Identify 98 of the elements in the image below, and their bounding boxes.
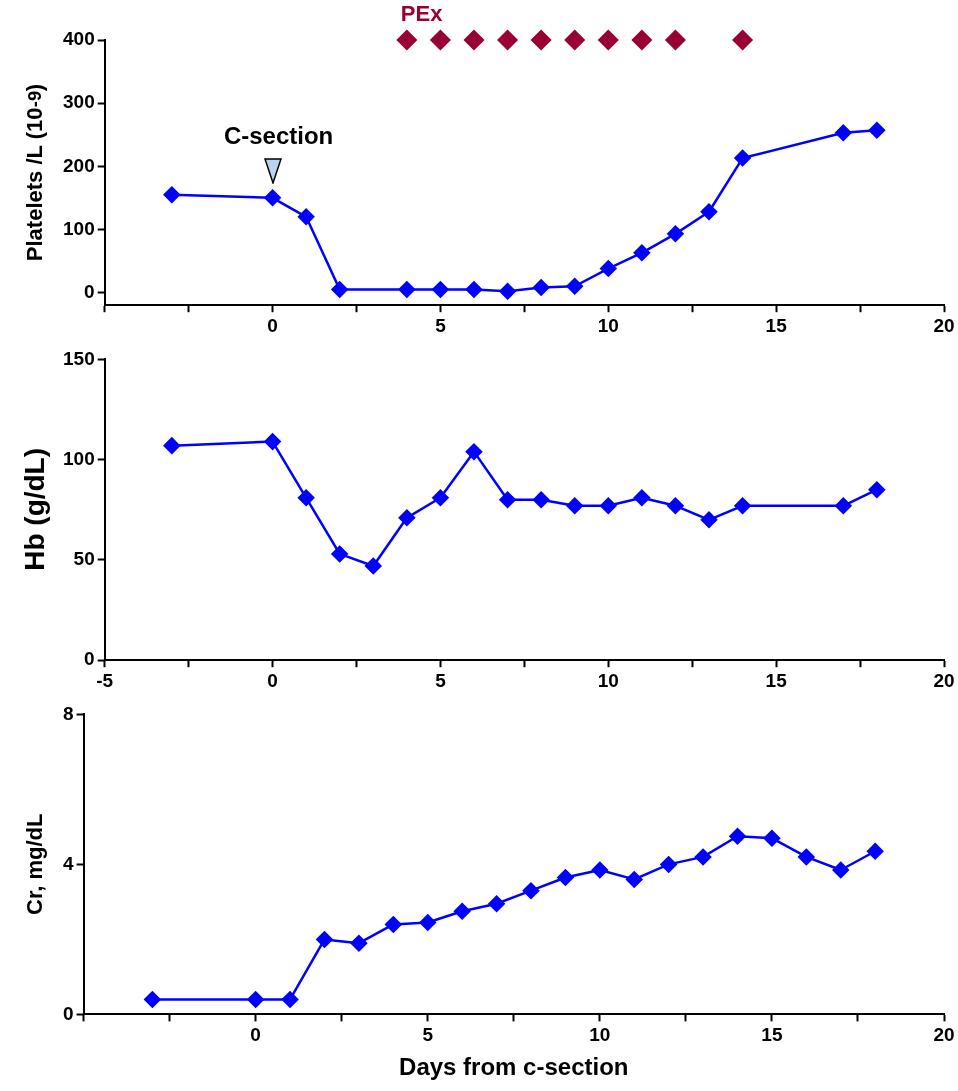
x-tick-label: 5 xyxy=(435,669,447,691)
point xyxy=(350,934,368,952)
point xyxy=(733,30,753,50)
x-tick-label: 5 xyxy=(422,1024,434,1046)
point xyxy=(832,861,849,879)
point xyxy=(163,186,181,203)
point xyxy=(385,916,402,933)
x-tick-label: 15 xyxy=(765,669,788,691)
point xyxy=(566,278,583,295)
point xyxy=(264,189,281,207)
point xyxy=(532,491,550,509)
point xyxy=(591,861,609,879)
x-tick-label: 15 xyxy=(765,314,788,336)
point xyxy=(397,30,417,50)
annotation: C-section xyxy=(223,122,334,150)
point xyxy=(632,30,652,50)
y-tick-label: 300 xyxy=(63,91,95,113)
y-tick-label: 0 xyxy=(84,648,95,670)
y-axis-title: Cr, mg/dL xyxy=(21,812,48,918)
point xyxy=(465,281,483,298)
x-tick-label: 0 xyxy=(267,314,278,336)
point xyxy=(499,491,516,509)
point xyxy=(316,931,333,948)
point xyxy=(430,30,450,50)
y-tick-label: 100 xyxy=(63,217,95,239)
point xyxy=(281,991,299,1008)
point xyxy=(866,843,884,860)
point xyxy=(398,509,416,527)
y-tick-label: 100 xyxy=(63,447,95,469)
y-tick-label: 50 xyxy=(73,548,95,570)
y-tick-label: 0 xyxy=(84,280,95,302)
x-tick-label: 20 xyxy=(933,314,955,336)
point xyxy=(667,225,684,243)
point xyxy=(522,882,540,899)
y-tick-label: 150 xyxy=(63,347,95,369)
point xyxy=(694,848,712,866)
x-tick-label: 20 xyxy=(933,1024,955,1046)
point xyxy=(835,497,852,515)
point xyxy=(532,279,550,296)
point xyxy=(465,443,483,460)
point xyxy=(264,433,281,450)
x-tick-label: 10 xyxy=(597,669,619,691)
point xyxy=(453,903,471,920)
point xyxy=(432,281,449,298)
point xyxy=(600,497,617,515)
x-tick-label: -5 xyxy=(96,669,114,691)
point xyxy=(419,914,436,931)
point xyxy=(729,828,746,845)
x-axis-title: Days from c-section xyxy=(399,1053,629,1081)
point xyxy=(734,149,751,167)
y-tick-label: 400 xyxy=(63,28,95,50)
point xyxy=(297,208,315,226)
x-tick-label: 10 xyxy=(589,1024,611,1046)
point xyxy=(700,203,718,220)
point xyxy=(625,871,643,888)
y-tick-label: 4 xyxy=(62,852,74,874)
point xyxy=(331,545,348,563)
x-tick-label: 0 xyxy=(267,669,278,691)
point xyxy=(700,511,718,529)
point xyxy=(868,122,886,139)
point xyxy=(488,895,505,913)
point xyxy=(247,991,264,1008)
point xyxy=(667,497,684,515)
point xyxy=(297,489,315,507)
point xyxy=(531,30,551,50)
x-tick-label: 0 xyxy=(250,1024,261,1046)
point xyxy=(633,244,651,262)
point xyxy=(798,848,815,866)
point xyxy=(665,30,685,50)
point xyxy=(734,497,751,515)
point xyxy=(868,481,886,498)
point xyxy=(600,260,617,277)
point xyxy=(144,991,161,1008)
y-tick-label: 200 xyxy=(63,154,95,176)
point xyxy=(566,497,583,515)
y-tick-label: 8 xyxy=(62,702,74,724)
y-axis-title: Hb (g/dL) xyxy=(18,447,51,574)
point xyxy=(163,437,181,454)
point xyxy=(498,30,518,50)
point xyxy=(557,869,574,886)
x-tick-label: 10 xyxy=(597,314,619,336)
point xyxy=(432,489,449,507)
point xyxy=(565,30,585,50)
point xyxy=(499,283,516,300)
point xyxy=(763,829,781,847)
point xyxy=(331,281,348,298)
point xyxy=(660,856,677,873)
y-tick-label: 0 xyxy=(62,1002,74,1024)
point xyxy=(835,124,852,142)
x-tick-label: 15 xyxy=(761,1024,783,1046)
point xyxy=(598,30,618,50)
series-label: PEx xyxy=(400,1,444,27)
point xyxy=(398,281,416,298)
point xyxy=(464,30,484,50)
point xyxy=(365,557,382,575)
x-tick-label: 20 xyxy=(933,669,955,691)
point xyxy=(633,489,651,507)
x-tick-label: 5 xyxy=(435,314,447,336)
